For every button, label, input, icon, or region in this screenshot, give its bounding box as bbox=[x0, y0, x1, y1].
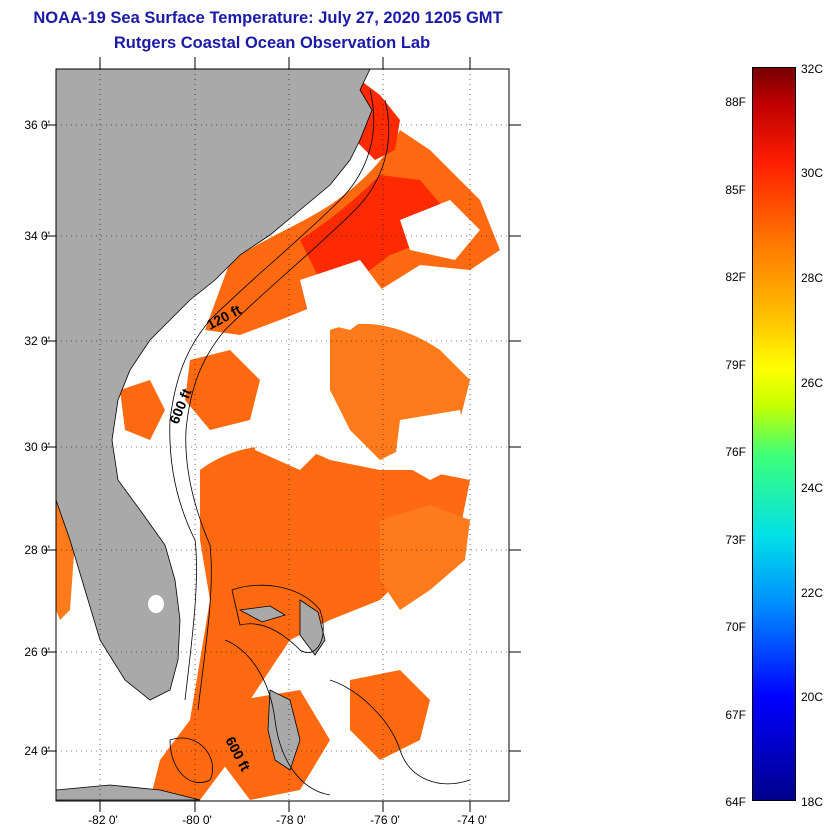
lake-okeechobee bbox=[148, 595, 164, 613]
lat-label-30: 30 0' bbox=[24, 440, 50, 454]
cloud-patch bbox=[400, 200, 480, 260]
isobaths bbox=[169, 89, 471, 796]
isobath-contour bbox=[169, 89, 375, 701]
isobath-contour bbox=[329, 679, 471, 784]
colorbar-label-c: 20C bbox=[801, 690, 824, 704]
cloud-patch bbox=[440, 580, 505, 700]
isobath-contour bbox=[224, 639, 331, 796]
graticule bbox=[56, 69, 509, 801]
colorbar-label-c: 30C bbox=[801, 166, 824, 180]
lat-label-26: 26 0' bbox=[24, 645, 50, 659]
bahamas-andros bbox=[267, 689, 301, 771]
tick-marks bbox=[44, 57, 521, 812]
colorbar-label-f: 88F bbox=[725, 95, 746, 109]
lon-label-78: -78 0' bbox=[276, 813, 306, 827]
cloud-patch bbox=[395, 410, 470, 480]
isobath-contour bbox=[169, 737, 213, 783]
temperature-colorbar bbox=[752, 67, 796, 801]
cloud-mask bbox=[255, 200, 505, 700]
land bbox=[55, 68, 373, 801]
us-east-coast bbox=[55, 68, 373, 701]
colorbar-label-c: 32C bbox=[801, 62, 824, 76]
map-subtitle: Rutgers Coastal Ocean Observation Lab bbox=[113, 34, 431, 52]
lon-label-74: -74 0' bbox=[457, 813, 487, 827]
sst-patch bbox=[185, 350, 260, 430]
colorbar-label-f: 73F bbox=[725, 533, 746, 547]
colorbar-label-f: 76F bbox=[725, 445, 746, 459]
colorbar-label-c: 24C bbox=[801, 481, 824, 495]
sst-patch bbox=[380, 505, 470, 610]
map-frame bbox=[55, 68, 510, 802]
lon-label-82: -82 0' bbox=[88, 813, 118, 827]
sst-patch bbox=[120, 380, 165, 440]
lon-label-80: -80 0' bbox=[182, 813, 212, 827]
isobath-contour bbox=[185, 99, 390, 711]
bahamas-abaco bbox=[299, 599, 326, 656]
bahamas-grand bbox=[238, 605, 286, 623]
colorbar-label-f: 79F bbox=[725, 358, 746, 372]
colorbar-label-c: 22C bbox=[801, 586, 824, 600]
sst-patch bbox=[300, 175, 450, 285]
colorbar-label-c: 26C bbox=[801, 376, 824, 390]
map-title: NOAA-19 Sea Surface Temperature: July 27… bbox=[33, 9, 503, 27]
colorbar-label-c: 28C bbox=[801, 271, 824, 285]
lat-label-36: 36 0' bbox=[24, 118, 50, 132]
lat-label-34: 34 0' bbox=[24, 229, 50, 243]
cloud-patch bbox=[300, 260, 390, 330]
sst-patch bbox=[350, 670, 430, 760]
colorbar-label-f: 64F bbox=[725, 795, 746, 809]
lat-label-32: 32 0' bbox=[24, 334, 50, 348]
colorbar-label-f: 82F bbox=[725, 270, 746, 284]
lon-label-76: -76 0' bbox=[370, 813, 400, 827]
colorbar-label-c: 18C bbox=[801, 795, 824, 809]
lat-label-24: 24 0' bbox=[24, 744, 50, 758]
colorbar-label-f: 67F bbox=[725, 708, 746, 722]
cloud-patch bbox=[255, 380, 340, 470]
colorbar-label-f: 85F bbox=[725, 183, 746, 197]
lat-label-28: 28 0' bbox=[24, 543, 50, 557]
isobath-contour bbox=[231, 584, 324, 653]
colorbar-label-f: 70F bbox=[725, 620, 746, 634]
